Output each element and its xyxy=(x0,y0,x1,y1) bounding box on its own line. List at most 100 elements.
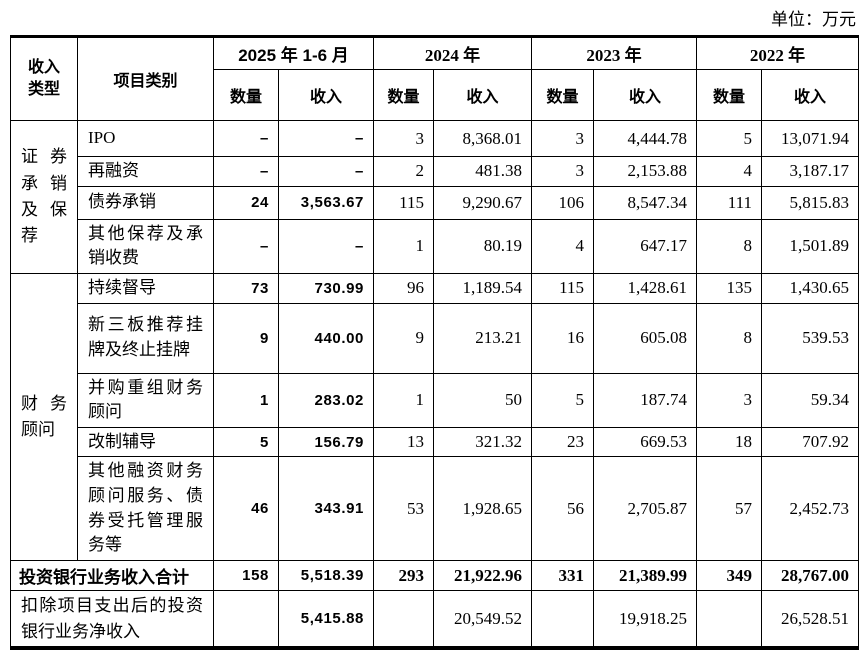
column-header-revenue: 收入 xyxy=(278,69,374,121)
column-header-qty: 数量 xyxy=(373,69,434,121)
qty-cell: 1 xyxy=(213,372,279,428)
income-type-cell: 证券承销及保荐 xyxy=(10,120,78,274)
revenue-cell: 1,430.65 xyxy=(761,272,859,304)
qty-cell: 5 xyxy=(696,120,762,157)
revenue-cell: 647.17 xyxy=(593,218,697,274)
revenue-cell: 9,290.67 xyxy=(433,185,532,220)
qty-cell: 115 xyxy=(373,185,434,220)
qty-cell: 18 xyxy=(696,426,762,458)
revenue-cell: 1,928.65 xyxy=(433,456,532,562)
qty-cell xyxy=(531,590,594,649)
revenue-cell: – xyxy=(278,120,374,157)
qty-cell: 2 xyxy=(373,156,434,187)
revenue-cell: 156.79 xyxy=(278,426,374,458)
revenue-cell: – xyxy=(278,218,374,274)
qty-cell: 5 xyxy=(531,372,594,428)
revenue-cell: 707.92 xyxy=(761,426,859,458)
row-label: IPO xyxy=(77,120,214,157)
qty-cell: 4 xyxy=(696,156,762,187)
revenue-cell: 481.38 xyxy=(433,156,532,187)
table-row: 债券承销 24 3,563.67 115 9,290.67 106 8,547.… xyxy=(11,185,859,220)
qty-cell: 8 xyxy=(696,302,762,374)
qty-cell: 73 xyxy=(213,272,279,304)
revenue-cell: 3,187.17 xyxy=(761,156,859,187)
revenue-cell: 187.74 xyxy=(593,372,697,428)
qty-cell: – xyxy=(213,156,279,187)
qty-cell: 3 xyxy=(531,120,594,157)
revenue-cell: 321.32 xyxy=(433,426,532,458)
qty-cell: 24 xyxy=(213,185,279,220)
revenue-cell: – xyxy=(278,156,374,187)
table-row: 新三板推荐挂牌及终止挂牌 9 440.00 9 213.21 16 605.08… xyxy=(11,302,859,374)
qty-cell: 16 xyxy=(531,302,594,374)
revenue-cell: 5,815.83 xyxy=(761,185,859,220)
qty-cell xyxy=(373,590,434,649)
row-label: 其他融资财务顾问服务、债券受托管理服务等 xyxy=(77,456,214,562)
revenue-cell: 3,563.67 xyxy=(278,185,374,220)
table-row: 并购重组财务顾问 1 283.02 1 50 5 187.74 3 59.34 xyxy=(11,372,859,428)
revenue-cell: 8,368.01 xyxy=(433,120,532,157)
column-header-revenue: 收入 xyxy=(761,69,859,121)
revenue-cell: 2,705.87 xyxy=(593,456,697,562)
qty-cell: 8 xyxy=(696,218,762,274)
total-row: 投资银行业务收入合计 158 5,518.39 293 21,922.96 33… xyxy=(10,560,859,592)
column-header-period-2025: 2025 年 1-6 月 xyxy=(213,36,374,70)
qty-cell xyxy=(213,590,279,649)
table-row: 再融资 – – 2 481.38 3 2,153.88 4 3,187.17 xyxy=(11,156,859,187)
qty-cell: 5 xyxy=(213,426,279,458)
qty-cell: 13 xyxy=(373,426,434,458)
qty-cell: 57 xyxy=(696,456,762,562)
qty-cell: 9 xyxy=(373,302,434,374)
qty-cell: 111 xyxy=(696,185,762,220)
column-header-qty: 数量 xyxy=(531,69,594,121)
qty-cell: 106 xyxy=(531,185,594,220)
revenue-cell: 343.91 xyxy=(278,456,374,562)
qty-cell: 46 xyxy=(213,456,279,562)
qty-cell: 53 xyxy=(373,456,434,562)
qty-cell: 9 xyxy=(213,302,279,374)
row-label: 再融资 xyxy=(77,156,214,187)
revenue-cell: 5,415.88 xyxy=(278,590,374,649)
revenue-cell: 50 xyxy=(433,372,532,428)
revenue-cell: 1,428.61 xyxy=(593,272,697,304)
column-header-period-2022: 2022 年 xyxy=(696,36,859,70)
revenue-cell: 669.53 xyxy=(593,426,697,458)
row-label: 持续督导 xyxy=(77,272,214,304)
column-header-qty: 数量 xyxy=(213,69,279,121)
revenue-cell: 539.53 xyxy=(761,302,859,374)
revenue-cell: 1,501.89 xyxy=(761,218,859,274)
revenue-cell: 283.02 xyxy=(278,372,374,428)
revenue-cell: 8,547.34 xyxy=(593,185,697,220)
column-header-revenue: 收入 xyxy=(433,69,532,121)
revenue-cell: 2,452.73 xyxy=(761,456,859,562)
revenue-cell: 440.00 xyxy=(278,302,374,374)
qty-cell: 3 xyxy=(696,372,762,428)
column-header-period-2024: 2024 年 xyxy=(373,36,532,70)
table-row: 财务顾问 持续督导 73 730.99 96 1,189.54 115 1,42… xyxy=(10,272,859,562)
column-header-qty: 数量 xyxy=(696,69,762,121)
row-label: 改制辅导 xyxy=(77,426,214,458)
revenue-cell: 59.34 xyxy=(761,372,859,428)
unit-label: 单位：万元 xyxy=(771,10,856,29)
revenue-cell: 80.19 xyxy=(433,218,532,274)
qty-cell: 349 xyxy=(696,560,762,592)
qty-cell: – xyxy=(213,218,279,274)
qty-cell: 56 xyxy=(531,456,594,562)
revenue-cell: 730.99 xyxy=(278,272,374,304)
column-header-income-type: 收入类型 xyxy=(10,36,78,121)
qty-cell: 23 xyxy=(531,426,594,458)
revenue-table: 收入类型 项目类别 2025 年 1-6 月 2024 年 2023 年 202… xyxy=(10,35,859,650)
column-header-period-2023: 2023 年 xyxy=(531,36,697,70)
column-header-revenue: 收入 xyxy=(593,69,697,121)
table-row: 其他保荐及承销收费 – – 1 80.19 4 647.17 8 1,501.8… xyxy=(11,218,859,274)
revenue-cell: 20,549.52 xyxy=(433,590,532,649)
revenue-cell: 28,767.00 xyxy=(761,560,859,592)
qty-cell: – xyxy=(213,120,279,157)
qty-cell: 3 xyxy=(373,120,434,157)
qty-cell: 293 xyxy=(373,560,434,592)
revenue-cell: 2,153.88 xyxy=(593,156,697,187)
qty-cell: 158 xyxy=(213,560,279,592)
table-row: 证券承销及保荐 IPO – – 3 8,368.01 3 4,444.78 5 … xyxy=(10,120,859,274)
revenue-cell: 213.21 xyxy=(433,302,532,374)
